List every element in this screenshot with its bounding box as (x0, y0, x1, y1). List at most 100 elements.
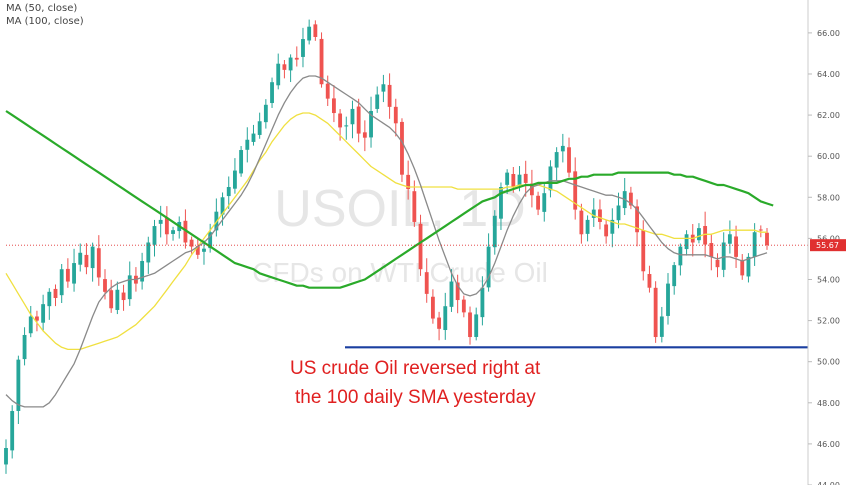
candles-layer (4, 19, 769, 474)
candle (10, 405, 15, 459)
candle-body (276, 63, 281, 86)
y-tick-label: 64.00 (817, 70, 840, 79)
candle-body (418, 223, 423, 270)
candle-body (338, 113, 343, 128)
candle (461, 295, 466, 318)
candle-body (437, 317, 442, 329)
candle-body (202, 248, 206, 252)
candle-body (734, 236, 738, 257)
candle-body (616, 205, 621, 221)
candle-body (245, 139, 250, 150)
candle (375, 86, 380, 113)
candle-body (721, 242, 726, 270)
candle-body (653, 287, 658, 338)
candle (233, 158, 237, 194)
candle-body (715, 259, 720, 268)
candle (548, 160, 553, 198)
candle-body (208, 232, 213, 249)
candle-body (331, 98, 336, 114)
candle-body (369, 110, 373, 138)
candle-body (709, 243, 714, 257)
candle (406, 160, 411, 200)
candle (616, 192, 621, 229)
candle-body (387, 84, 392, 107)
candle-body (548, 166, 553, 191)
candle (678, 243, 683, 276)
candle-body (455, 282, 460, 301)
candle-body (400, 121, 404, 175)
candle (362, 120, 367, 152)
candle-body (164, 217, 169, 235)
candle-body (474, 314, 479, 337)
candle-body (251, 133, 256, 142)
ma100-line (5, 110, 774, 289)
candle-body (47, 291, 52, 307)
legend-ma50: MA (50, close) (6, 3, 78, 14)
candle (752, 223, 757, 266)
candle (585, 215, 590, 242)
candle-body (233, 170, 237, 189)
candle (251, 124, 256, 146)
candle (121, 284, 126, 311)
last-price-label: 55.67 (816, 241, 839, 250)
candle-body (313, 24, 318, 37)
candle (449, 269, 454, 312)
candle (263, 99, 268, 129)
chart-legend: MA (50, close) MA (100, close) (6, 2, 84, 28)
candle-body (542, 193, 547, 212)
candle (765, 228, 769, 250)
candle (387, 73, 392, 119)
candle (492, 210, 497, 255)
candle-body (4, 448, 8, 465)
ma20-line (5, 75, 768, 408)
candle-body (758, 229, 763, 231)
candle-body (412, 191, 417, 222)
candle-body (78, 252, 83, 265)
candle-body (727, 234, 732, 244)
candle (523, 160, 528, 197)
candle-body (171, 230, 175, 234)
candle (331, 85, 336, 123)
candle-body (560, 145, 565, 152)
candle-body (678, 246, 683, 266)
candle (245, 127, 250, 163)
candle-body (127, 275, 132, 300)
candle (140, 252, 145, 290)
candle (579, 203, 584, 244)
candle (109, 279, 114, 313)
candle (152, 219, 157, 257)
candle (437, 311, 442, 341)
candle-body (684, 234, 689, 250)
candle (4, 439, 8, 474)
candle-body (635, 206, 639, 233)
y-tick-label: 62.00 (817, 111, 840, 120)
candle (560, 133, 565, 163)
candle-body (591, 209, 596, 218)
candle-body (443, 306, 448, 331)
candle-body (536, 195, 540, 210)
candle (554, 147, 559, 182)
candle (480, 276, 485, 326)
candle (455, 274, 460, 314)
candle-body (158, 219, 163, 224)
candle (115, 281, 120, 315)
candle (41, 294, 46, 332)
candle (65, 258, 70, 288)
candle (542, 181, 547, 222)
candle-body (610, 219, 615, 234)
candle-body (307, 26, 312, 41)
candle-body (59, 269, 64, 296)
candle (356, 98, 361, 143)
candle-body (666, 283, 670, 316)
candle (59, 263, 64, 303)
candle (567, 137, 571, 178)
candle (499, 182, 503, 230)
candle (146, 236, 151, 274)
candle-body (189, 239, 194, 247)
price-axis[interactable]: 44.00 46.00 48.00 50.00 52.00 54.00 56.00 58.00… (807, 0, 846, 485)
candle (672, 262, 677, 295)
candle (536, 191, 540, 216)
candle-body (325, 83, 330, 99)
candle (653, 281, 658, 343)
